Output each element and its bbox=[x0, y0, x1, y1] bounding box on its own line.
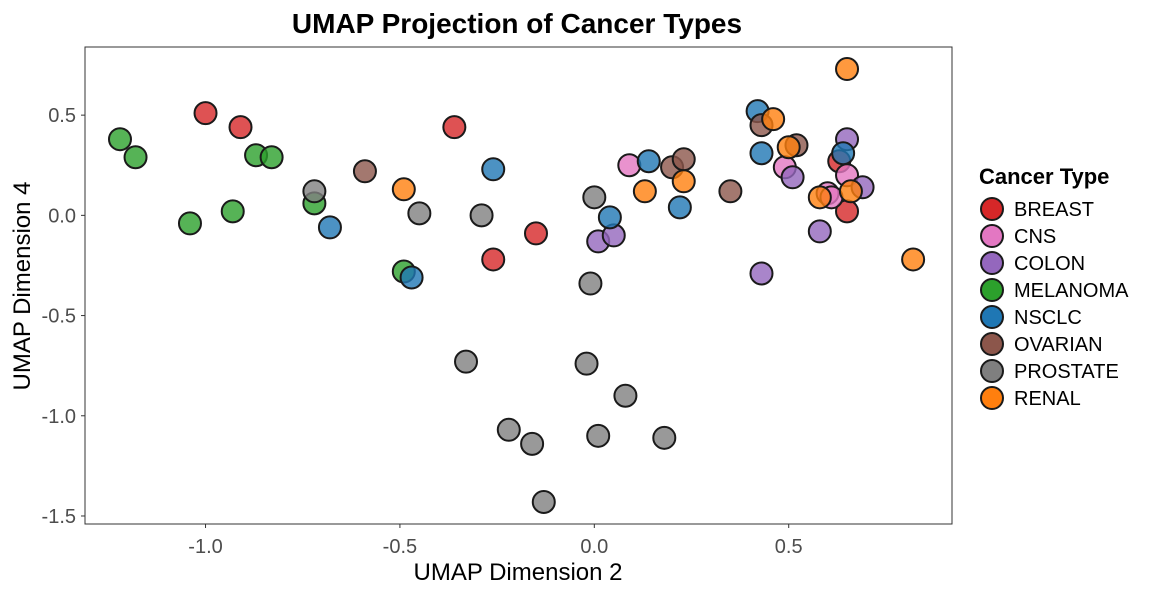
legend-label: RENAL bbox=[1014, 388, 1081, 410]
point-renal bbox=[835, 57, 860, 82]
x-tick-label: -0.5 bbox=[383, 536, 417, 558]
legend-label: COLON bbox=[1014, 253, 1085, 275]
point-breast bbox=[523, 221, 548, 246]
x-tick-label: 0.0 bbox=[580, 536, 608, 558]
point-melanoma bbox=[220, 199, 245, 224]
point-colon bbox=[807, 219, 832, 244]
y-tick-label: -1.0 bbox=[42, 406, 76, 428]
point-breast bbox=[442, 115, 467, 140]
point-renal bbox=[838, 179, 863, 204]
x-axis-title: UMAP Dimension 2 bbox=[414, 559, 623, 586]
y-tick-label: -1.5 bbox=[42, 506, 76, 528]
point-nsclc bbox=[399, 265, 424, 290]
legend-key-melanoma bbox=[980, 278, 1004, 302]
point-prostate bbox=[520, 431, 545, 456]
point-ovarian bbox=[718, 179, 743, 204]
point-ovarian bbox=[352, 159, 377, 184]
point-prostate bbox=[469, 203, 494, 228]
point-cns bbox=[617, 153, 642, 178]
legend-key-renal bbox=[980, 386, 1004, 410]
point-melanoma bbox=[259, 145, 284, 170]
point-prostate bbox=[407, 201, 432, 226]
point-prostate bbox=[582, 185, 607, 210]
point-renal bbox=[632, 179, 657, 204]
legend: Cancer Type BREAST CNS COLON MELANOMA NSCLC O… bbox=[979, 164, 1129, 410]
point-nsclc bbox=[667, 195, 692, 220]
point-renal bbox=[671, 169, 696, 194]
y-tick-label: -0.5 bbox=[42, 306, 76, 328]
legend-label: PROSTATE bbox=[1014, 361, 1119, 383]
legend-label: NSCLC bbox=[1014, 307, 1082, 329]
point-melanoma bbox=[177, 211, 202, 236]
point-prostate bbox=[531, 489, 556, 514]
y-tick-label: 0.0 bbox=[48, 205, 76, 227]
point-colon bbox=[780, 165, 805, 190]
point-colon bbox=[749, 261, 774, 286]
point-nsclc bbox=[636, 149, 661, 174]
point-breast bbox=[228, 115, 253, 140]
y-axis-ticks: 0.5 0.0 -0.5 -1.0 -1.5 bbox=[42, 105, 85, 528]
chart-title: UMAP Projection of Cancer Types bbox=[292, 8, 742, 39]
legend-key-breast bbox=[980, 197, 1004, 221]
point-melanoma bbox=[107, 127, 132, 152]
point-renal bbox=[901, 247, 926, 272]
legend-key-colon bbox=[980, 251, 1004, 275]
x-axis-ticks: -1.0 -0.5 0.0 0.5 bbox=[188, 524, 803, 558]
point-melanoma bbox=[123, 145, 148, 170]
point-nsclc bbox=[481, 157, 506, 182]
y-tick-label: 0.5 bbox=[48, 105, 76, 127]
point-prostate bbox=[652, 425, 677, 450]
point-prostate bbox=[302, 179, 327, 204]
point-ovarian bbox=[671, 147, 696, 172]
point-renal bbox=[776, 135, 801, 160]
point-nsclc bbox=[749, 141, 774, 166]
point-prostate bbox=[454, 349, 479, 374]
x-tick-label: 0.5 bbox=[775, 536, 803, 558]
point-prostate bbox=[586, 423, 611, 448]
point-prostate bbox=[613, 383, 638, 408]
legend-key-nsclc bbox=[980, 305, 1004, 329]
legend-key-prostate bbox=[980, 359, 1004, 383]
point-prostate bbox=[496, 417, 521, 442]
point-renal bbox=[807, 185, 832, 210]
legend-title: Cancer Type bbox=[979, 164, 1109, 189]
point-renal bbox=[761, 107, 786, 132]
point-breast bbox=[193, 101, 218, 126]
point-nsclc bbox=[831, 141, 856, 166]
point-breast bbox=[481, 247, 506, 272]
legend-key-ovarian bbox=[980, 332, 1004, 356]
legend-key-cns bbox=[980, 224, 1004, 248]
point-prostate bbox=[578, 271, 603, 296]
x-tick-label: -1.0 bbox=[188, 536, 222, 558]
legend-label: CNS bbox=[1014, 226, 1056, 248]
legend-label: BREAST bbox=[1014, 199, 1094, 221]
point-nsclc bbox=[597, 205, 622, 230]
legend-label: OVARIAN bbox=[1014, 334, 1103, 356]
point-prostate bbox=[574, 351, 599, 376]
point-renal bbox=[391, 177, 416, 202]
y-axis-title: UMAP Dimension 4 bbox=[9, 182, 36, 391]
legend-label: MELANOMA bbox=[1014, 280, 1129, 302]
data-points bbox=[107, 57, 926, 514]
point-nsclc bbox=[317, 215, 342, 240]
